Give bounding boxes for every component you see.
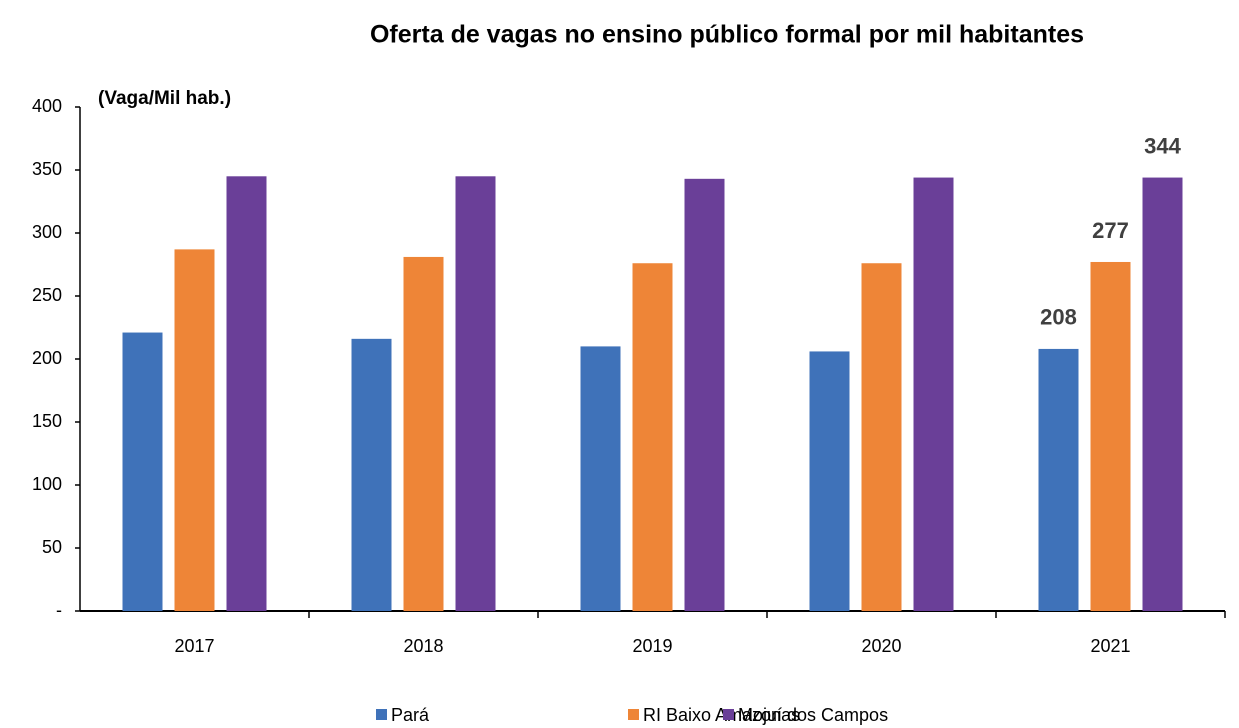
legend-swatch: [376, 709, 387, 720]
bar: [684, 178, 725, 611]
bar: [174, 249, 215, 611]
bar: [1090, 261, 1131, 611]
y-tick-label: -: [56, 600, 62, 620]
bar: [913, 177, 954, 611]
y-tick-label: 200: [32, 348, 62, 368]
legend-label: Mojuí dos Campos: [738, 705, 888, 725]
y-tick-label: 100: [32, 474, 62, 494]
y-tick-label: 250: [32, 285, 62, 305]
bar: [226, 176, 267, 612]
chart-title: Oferta de vagas no ensino público formal…: [370, 21, 1084, 49]
legend-swatch: [723, 709, 734, 720]
y-tick-label: 350: [32, 159, 62, 179]
y-tick-label: 300: [32, 222, 62, 242]
x-tick-label: 2021: [1090, 636, 1130, 656]
data-label: 344: [1144, 133, 1181, 158]
bar: [861, 263, 902, 611]
y-axis-label: (Vaga/Mil hab.): [98, 88, 231, 109]
y-tick-label: 50: [42, 537, 62, 557]
x-tick-label: 2017: [174, 636, 214, 656]
bar: [403, 256, 444, 611]
y-tick-label: 150: [32, 411, 62, 431]
data-label: 277: [1092, 218, 1129, 243]
legend-label: RI Baixo Amazonas: [643, 705, 800, 725]
bar: [351, 338, 392, 611]
bar: [1038, 348, 1079, 611]
legend-label: Pará: [391, 705, 430, 725]
y-tick-label: 400: [32, 96, 62, 116]
legend-swatch: [628, 709, 639, 720]
bar: [455, 176, 496, 612]
bar: [632, 263, 673, 611]
bar: [122, 332, 163, 611]
bar: [1142, 177, 1183, 611]
x-tick-label: 2020: [861, 636, 901, 656]
x-tick-label: 2019: [632, 636, 672, 656]
data-label: 208: [1040, 305, 1077, 330]
bar: [580, 346, 621, 611]
bar: [809, 351, 850, 611]
x-tick-label: 2018: [403, 636, 443, 656]
